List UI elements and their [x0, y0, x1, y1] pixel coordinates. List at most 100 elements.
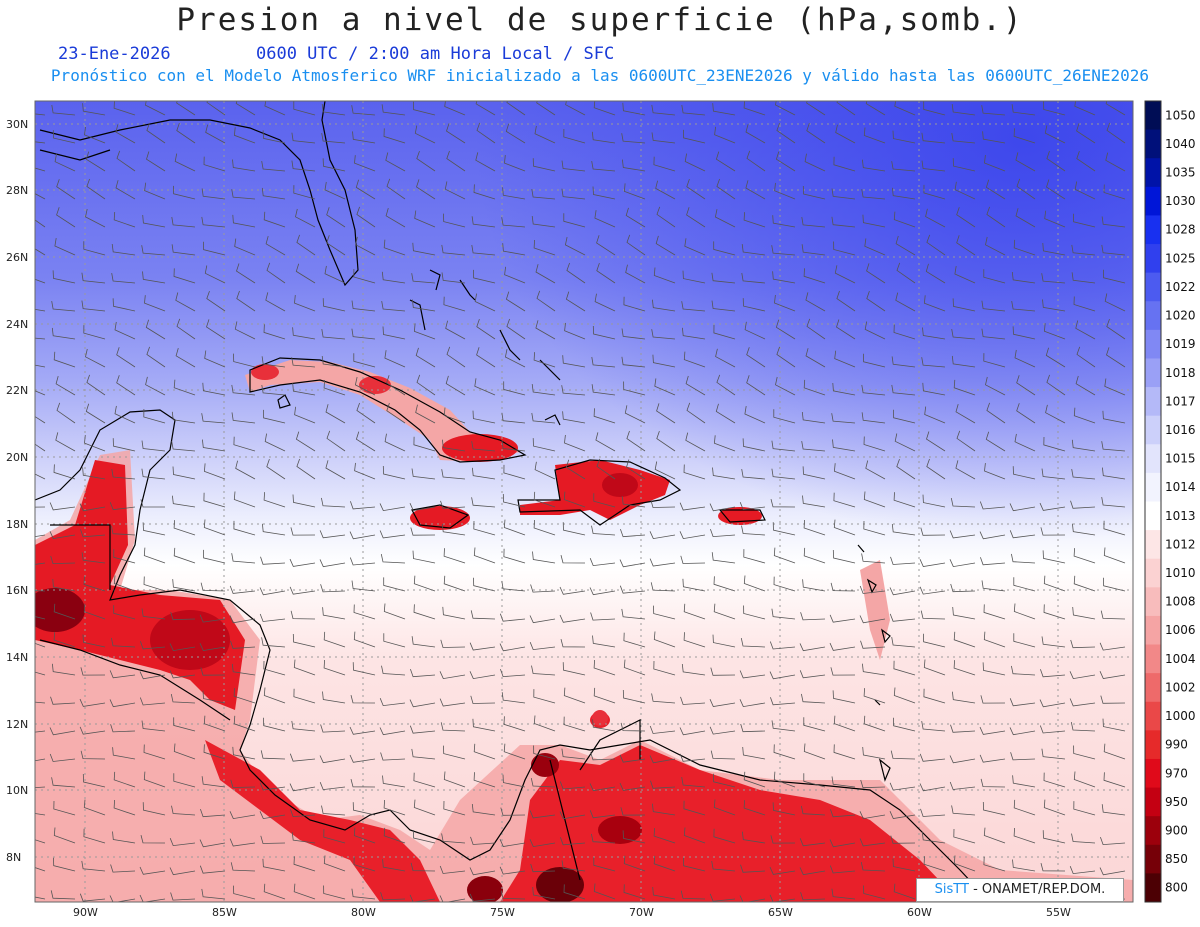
wind-barb	[560, 837, 586, 846]
wind-barb	[889, 613, 916, 622]
wind-barb	[263, 717, 286, 732]
wind-barb	[353, 827, 376, 844]
wind-barb	[171, 805, 196, 816]
colorbar-swatch	[1145, 673, 1161, 703]
wind-barb	[979, 501, 1006, 510]
wind-barb	[1043, 772, 1066, 788]
wind-barb	[889, 587, 916, 596]
wind-barb	[1106, 318, 1126, 340]
wind-barb	[355, 179, 376, 200]
wind-barb	[1072, 606, 1096, 620]
wind-barb	[293, 688, 316, 704]
wind-barb	[175, 292, 196, 312]
wind-barb	[621, 496, 646, 508]
wind-barb	[321, 133, 346, 144]
wind-barb	[893, 717, 916, 732]
wind-barb	[1040, 669, 1066, 678]
lon-label: 85W	[212, 906, 237, 919]
wind-barb	[1071, 833, 1096, 844]
wind-barb	[356, 402, 376, 424]
wind-barb	[679, 753, 706, 762]
wind-barb	[650, 499, 676, 508]
wind-barb	[170, 892, 196, 901]
wind-barb	[263, 409, 286, 424]
wind-barb	[621, 608, 646, 620]
wind-barb	[653, 605, 676, 620]
wind-barb	[171, 441, 196, 452]
colorbar-swatch	[1145, 186, 1161, 216]
wind-barb	[656, 403, 676, 424]
wind-barb	[952, 606, 976, 620]
wind-barb	[349, 754, 376, 763]
wind-barb	[774, 294, 796, 312]
wind-barb	[716, 374, 736, 396]
lon-label: 75W	[490, 906, 515, 919]
wind-barb	[110, 724, 136, 733]
wind-barb	[319, 559, 346, 568]
wind-barb	[56, 179, 76, 200]
wind-barb	[143, 744, 166, 760]
wind-barb	[893, 409, 916, 424]
wind-barb	[232, 159, 256, 172]
wind-barb	[772, 271, 796, 284]
wind-barb	[383, 603, 406, 620]
wind-barb	[1103, 772, 1126, 788]
wind-barb	[141, 608, 166, 620]
wind-barb	[443, 548, 466, 564]
wind-barb	[289, 753, 316, 762]
colorbar-label: 950	[1165, 795, 1188, 809]
wind-barb	[476, 318, 496, 340]
wind-barb	[559, 614, 586, 623]
wind-barb	[502, 493, 526, 508]
colorbar-swatch	[1145, 415, 1161, 445]
wind-barb	[384, 433, 406, 452]
wind-barb	[233, 436, 256, 452]
wind-barb	[174, 153, 196, 172]
wind-barb	[985, 376, 1006, 396]
wind-barb	[142, 271, 166, 284]
wind-barb	[290, 527, 316, 536]
wind-barb	[204, 265, 226, 284]
credit-text: - ONAMET/REP.DOM.	[968, 882, 1106, 897]
wind-barb	[203, 549, 226, 564]
wind-barb	[625, 264, 646, 284]
wind-barb	[680, 696, 706, 705]
wind-barb	[831, 413, 856, 424]
wind-barb	[469, 642, 496, 651]
wind-barb	[832, 382, 856, 396]
wind-barb	[714, 209, 736, 228]
wind-barb	[503, 381, 526, 396]
wind-barb	[321, 497, 346, 508]
wind-barb	[773, 744, 796, 760]
colorbar-swatch	[1145, 272, 1161, 302]
wind-barb	[1041, 748, 1066, 760]
wind-barb	[919, 559, 946, 567]
wind-barb	[86, 374, 106, 396]
wind-barb	[745, 124, 766, 144]
wind-barb	[469, 671, 496, 680]
wind-barb	[233, 491, 256, 508]
wind-barb	[52, 270, 76, 284]
wind-barb	[83, 799, 106, 816]
wind-barb	[173, 520, 196, 536]
wind-barb	[259, 613, 286, 622]
wind-barb	[713, 576, 736, 592]
wind-barb	[743, 575, 766, 592]
wind-barb	[56, 207, 76, 228]
wind-barb	[593, 883, 616, 900]
wind-barb	[354, 377, 376, 396]
wind-barb	[979, 726, 1006, 735]
wind-barb	[259, 782, 286, 791]
wind-barb	[743, 771, 766, 788]
wind-barb	[112, 747, 136, 760]
wind-barb	[441, 244, 466, 256]
wind-barb	[1072, 523, 1096, 536]
wind-barb	[865, 101, 886, 116]
wind-barb	[351, 105, 376, 116]
wind-barb	[499, 643, 526, 652]
wind-barb	[834, 265, 856, 284]
wind-barb	[890, 750, 916, 760]
wind-barb	[771, 720, 796, 732]
colorbar-label: 1050	[1165, 108, 1196, 122]
